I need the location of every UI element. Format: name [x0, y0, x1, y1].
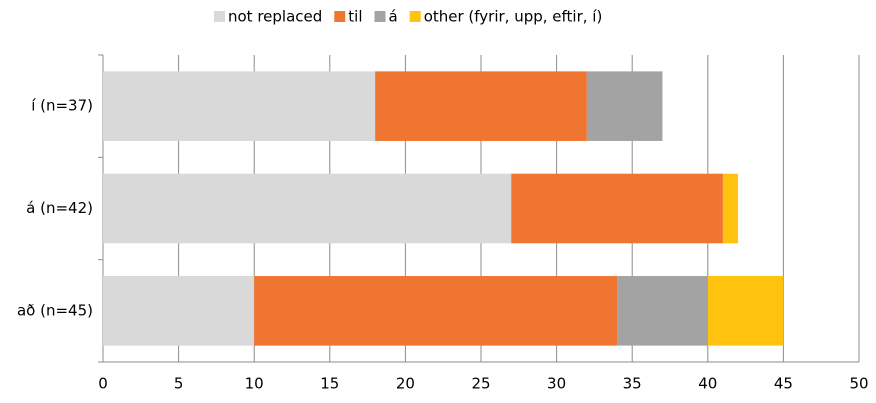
legend-label: á — [389, 8, 398, 26]
bar — [254, 276, 618, 346]
bar — [707, 276, 784, 346]
bar — [617, 276, 708, 346]
x-tick-label: 40 — [698, 375, 717, 393]
legend-label: not replaced — [228, 8, 322, 26]
legend-label: til — [348, 8, 362, 26]
legend-label: other (fyrir, upp, eftir, í) — [424, 8, 603, 26]
x-tick-label: 45 — [774, 375, 793, 393]
bar — [375, 71, 587, 141]
x-tick-label: 5 — [174, 375, 184, 393]
x-tick-label: 35 — [623, 375, 642, 393]
bar — [103, 173, 512, 244]
bar — [586, 71, 663, 141]
legend-swatch — [374, 11, 386, 22]
x-tick-label: 25 — [471, 375, 490, 393]
legend-swatch — [334, 11, 346, 22]
x-tick-label: 20 — [396, 375, 415, 393]
y-tick-label: í (n=37) — [31, 97, 93, 115]
y-tick-label: á (n=42) — [26, 199, 93, 217]
x-tick-label: 10 — [245, 375, 264, 393]
bar — [511, 173, 723, 244]
x-tick-label: 30 — [547, 375, 566, 393]
x-tick-label: 50 — [849, 375, 868, 393]
bar — [103, 276, 255, 346]
bar — [103, 71, 376, 141]
legend-swatch — [409, 11, 421, 22]
x-tick-label: 15 — [320, 375, 339, 393]
legend-swatch — [214, 11, 225, 22]
bar — [722, 173, 739, 244]
y-tick-label: að (n=45) — [17, 301, 93, 319]
x-tick-label: 0 — [98, 375, 108, 393]
